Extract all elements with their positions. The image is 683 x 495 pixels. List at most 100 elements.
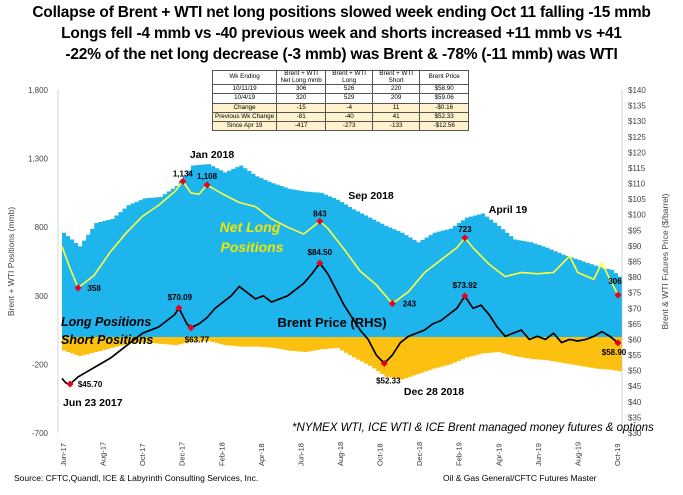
y-right-tick-label: $45 bbox=[628, 382, 642, 391]
y-left-tick-label: -700 bbox=[32, 429, 49, 438]
net-long-line bbox=[61, 180, 619, 305]
data-label: 306 bbox=[608, 277, 622, 286]
table-header-row: Wk Ending Brent + WTI Net Long mmb Brent… bbox=[211, 70, 470, 85]
chart-text-label: Jun 23 2017 bbox=[63, 397, 123, 409]
long-positions-area bbox=[62, 164, 623, 337]
data-marker bbox=[179, 177, 187, 185]
y-right-tick-label: $95 bbox=[628, 226, 642, 235]
x-tick-label: Feb-18 bbox=[217, 442, 226, 466]
table-header-cell: Brent + WTI Net Long mmb bbox=[276, 70, 327, 85]
table-header-cell: Brent Price bbox=[419, 70, 470, 85]
y-right-tick-label: $65 bbox=[628, 320, 642, 329]
footnote: *NYMEX WTI, ICE WTI & ICE Brent managed … bbox=[292, 422, 654, 434]
table-cell: 529 bbox=[325, 93, 374, 104]
y-right-tick-label: $115 bbox=[628, 164, 646, 173]
x-tick-label: Jun-19 bbox=[534, 443, 543, 466]
x-tick-label: Jun-18 bbox=[296, 443, 305, 466]
table-cell: 41 bbox=[372, 111, 421, 123]
data-marker bbox=[187, 324, 195, 332]
y-right-tick-label: $80 bbox=[628, 273, 642, 282]
short-positions-area bbox=[62, 336, 623, 380]
table-cell: Since Apr 19 bbox=[211, 121, 278, 132]
table-cell: Previous Wk Change bbox=[211, 111, 278, 123]
y-right-tick-label: $100 bbox=[628, 211, 646, 220]
table-cell: 11 bbox=[372, 102, 421, 113]
table-row: 10/11/19 306 526 220 $58.90 bbox=[211, 83, 470, 95]
chart-text-label: Positions bbox=[220, 239, 283, 255]
y-right-tick-label: $105 bbox=[628, 195, 646, 204]
table-cell: -15 bbox=[276, 102, 327, 113]
table-header-cell: Brent + WTI Long bbox=[325, 70, 374, 85]
data-marker bbox=[66, 380, 74, 388]
chart-text-label: Long Positions bbox=[61, 315, 151, 329]
table-cell: 209 bbox=[372, 93, 421, 104]
table-cell: Change bbox=[211, 102, 278, 113]
y-right-tick-label: $30 bbox=[628, 429, 642, 438]
brent-price-line bbox=[61, 262, 619, 385]
y-left-axis-title: Brent + WTI Positions (mmb) bbox=[6, 207, 16, 317]
x-tick-label: Feb-19 bbox=[455, 442, 464, 466]
data-label: 243 bbox=[403, 300, 417, 309]
title-line-2: Longs fell -4 mmb vs -40 previous week a… bbox=[61, 25, 622, 42]
data-label: 1,108 bbox=[197, 172, 218, 181]
x-tick-label: Aug-17 bbox=[99, 442, 108, 466]
table-cell: $59.06 bbox=[419, 93, 470, 104]
data-marker bbox=[316, 259, 324, 267]
table-row: Change -15 -4 11 -$0.16 bbox=[211, 102, 470, 113]
y-right-tick-label: $130 bbox=[628, 117, 646, 126]
data-label: $52.33 bbox=[376, 376, 401, 385]
y-right-tick-label: $85 bbox=[628, 258, 642, 267]
table-cell: $52.33 bbox=[419, 111, 470, 123]
data-marker bbox=[316, 217, 324, 225]
y-right-tick-label: $55 bbox=[628, 351, 642, 360]
data-label: 1,134 bbox=[173, 169, 194, 178]
table-row: Previous Wk Change -81 -40 41 $52.33 bbox=[211, 111, 470, 123]
table-cell: 320 bbox=[276, 93, 327, 104]
table-cell: -273 bbox=[325, 121, 374, 132]
data-label: 358 bbox=[87, 284, 101, 293]
y-right-tick-label: $140 bbox=[628, 86, 646, 95]
data-label: 843 bbox=[313, 209, 327, 218]
x-tick-label: Apr-18 bbox=[257, 443, 266, 466]
data-marker bbox=[614, 291, 622, 299]
x-tick-label: Jun-17 bbox=[59, 443, 68, 466]
table-cell: -81 bbox=[276, 111, 327, 123]
data-marker bbox=[74, 284, 82, 292]
table-cell: -4 bbox=[325, 102, 374, 113]
table-cell: 306 bbox=[276, 83, 327, 95]
table-cell: 220 bbox=[372, 83, 421, 95]
x-tick-label: Aug-19 bbox=[573, 442, 582, 466]
data-label: $45.70 bbox=[78, 380, 103, 389]
y-left-tick-label: 300 bbox=[35, 292, 49, 301]
y-right-tick-label: $135 bbox=[628, 102, 646, 111]
title-line-3: -22% of the net long decrease (-3 mmb) w… bbox=[65, 46, 618, 63]
data-marker bbox=[614, 339, 622, 347]
y-right-tick-label: $75 bbox=[628, 289, 642, 298]
y-right-tick-label: $60 bbox=[628, 335, 642, 344]
table-header-cell: Wk Ending bbox=[211, 70, 278, 85]
chart-text-label: Brent Price (RHS) bbox=[277, 315, 386, 330]
chart-text-label: April 19 bbox=[489, 204, 528, 216]
x-tick-label: Aug-18 bbox=[336, 442, 345, 466]
data-label: $84.50 bbox=[308, 248, 333, 257]
summary-table: Wk Ending Brent + WTI Net Long mmb Brent… bbox=[211, 70, 470, 132]
table-cell: -417 bbox=[276, 121, 327, 132]
chart-text-label: Sep 2018 bbox=[348, 190, 394, 202]
source-text: Source: CFTC,Quandl, ICE & Labyrinth Con… bbox=[14, 473, 259, 483]
x-tick-label: Apr-19 bbox=[494, 443, 503, 466]
chart-text-label: Net Long bbox=[220, 219, 281, 235]
y-right-tick-label: $50 bbox=[628, 367, 642, 376]
data-label: 723 bbox=[458, 225, 472, 234]
title-line-1: Collapse of Brent + WTI net long positio… bbox=[32, 4, 651, 21]
data-label: $58.90 bbox=[602, 348, 627, 357]
x-tick-label: Oct-18 bbox=[376, 443, 385, 466]
table-cell: -40 bbox=[325, 111, 374, 123]
y-right-tick-label: $120 bbox=[628, 148, 646, 157]
credit-text: Oil & Gas General/CFTC Futures Master bbox=[443, 473, 597, 483]
data-marker bbox=[461, 292, 469, 300]
table-cell: $58.90 bbox=[419, 83, 470, 95]
chart-text-label: Short Positions bbox=[61, 333, 153, 347]
y-left-tick-label: -200 bbox=[32, 360, 49, 369]
x-tick-label: Oct-19 bbox=[613, 443, 622, 466]
